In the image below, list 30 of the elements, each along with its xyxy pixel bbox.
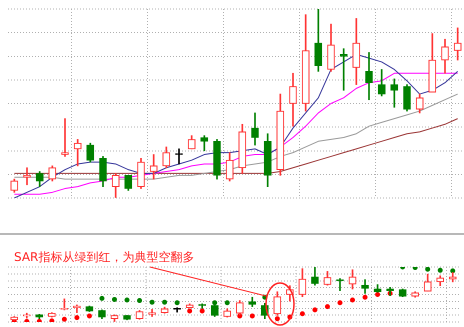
point [187,308,192,314]
candlestick [175,148,183,164]
point [337,300,342,306]
point [62,316,67,322]
candlestick [365,52,373,100]
point [200,308,205,314]
point [438,268,443,273]
point [425,267,430,272]
point [274,316,280,322]
point [49,318,54,322]
point [312,307,318,312]
point [112,296,117,302]
point [124,298,130,302]
point [86,313,92,318]
point [74,315,80,320]
point [250,313,255,318]
candlestick [148,309,156,317]
point [350,298,356,302]
point [375,292,380,297]
point [362,294,368,300]
point [99,296,104,301]
point [300,311,305,316]
point [150,300,155,305]
text: SAR指标从绿到红，为典型空翻多 [14,249,194,266]
point [224,300,230,306]
point [174,300,180,306]
point [212,300,218,306]
point [162,300,168,305]
point [324,304,330,310]
point [137,298,142,304]
